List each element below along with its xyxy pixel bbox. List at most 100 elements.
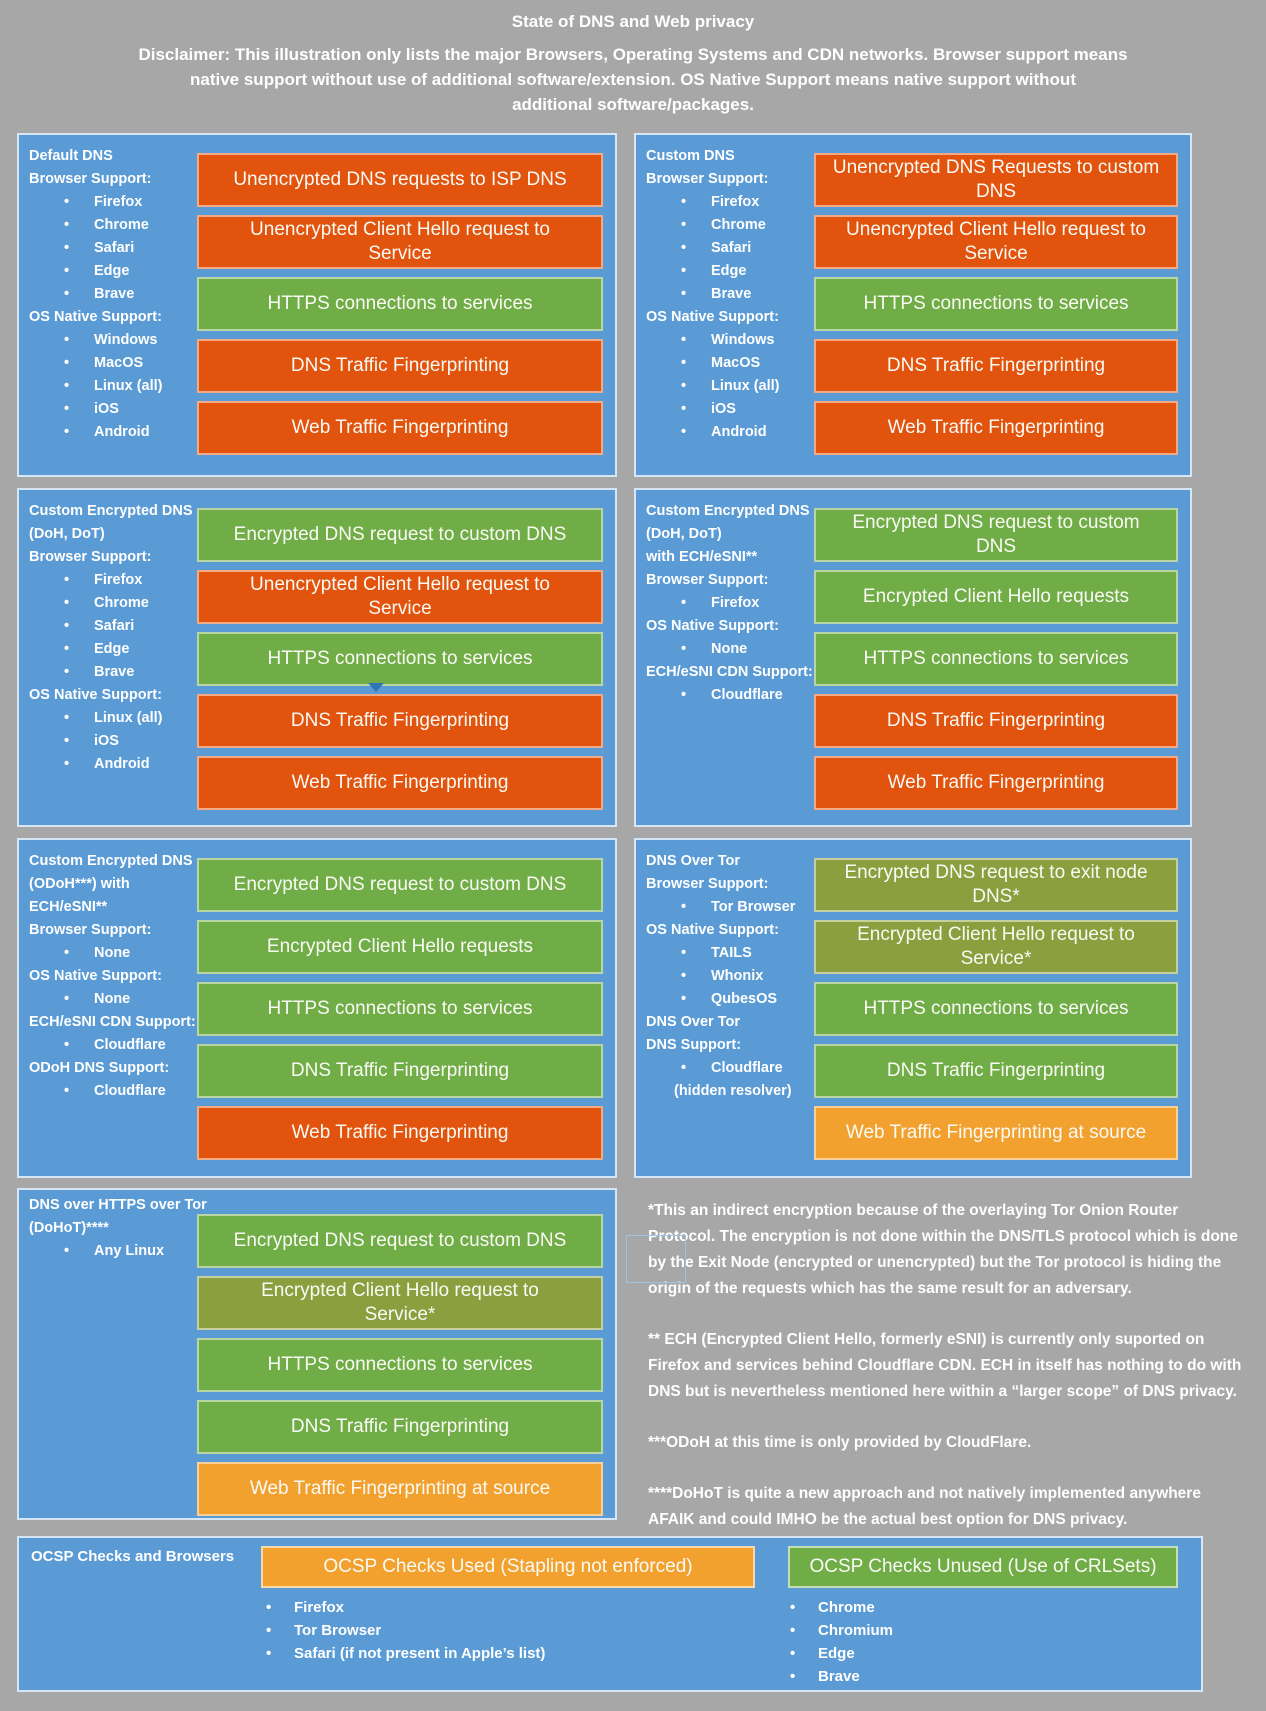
- status-bar-green: Encrypted DNS request to custom DNS: [197, 1214, 603, 1268]
- status-bar-red: Unencrypted DNS Requests to custom DNS: [814, 153, 1178, 207]
- panel-title: Custom Encrypted DNS: [646, 503, 810, 519]
- list-item: • Safari: [646, 237, 818, 260]
- panel-title: Custom Encrypted DNS: [29, 503, 193, 519]
- arrow-artifact-icon: [368, 683, 384, 692]
- bullet-icon: •: [681, 240, 687, 256]
- bar-label: Unencrypted Client Hello request to Serv…: [250, 219, 550, 264]
- bullet-icon: •: [681, 332, 687, 348]
- list-item: • Chrome: [790, 1596, 893, 1619]
- bullet-icon: •: [681, 687, 687, 703]
- panel-left-column: Custom DNS Browser Support: • Firefox • Chrom…: [646, 145, 818, 444]
- list-item: • Brave: [646, 283, 818, 306]
- list-item-label: Tor Browser: [294, 1622, 382, 1639]
- status-bar-green: DNS Traffic Fingerprinting: [197, 1044, 603, 1098]
- bars-column: Encrypted DNS request to exit node DNS* E…: [814, 858, 1178, 1160]
- list-item: • Firefox: [29, 191, 201, 214]
- list-item-label: iOS: [94, 401, 119, 417]
- list-item: • Safari: [29, 237, 201, 260]
- panel-left-column: Custom Encrypted DNS (DoH, DoT) with ECH/e…: [646, 500, 818, 707]
- panel-dns-over-https-over-tor: DNS over HTTPS over Tor (DoHoT)**** • Any L…: [17, 1188, 617, 1520]
- bar-label: Encrypted DNS request to exit node DNS*: [844, 862, 1148, 907]
- list-item: • Edge: [790, 1642, 893, 1665]
- bar-label: DNS Traffic Fingerprinting: [886, 1060, 1106, 1081]
- panel-left-column: DNS over HTTPS over Tor (DoHoT)**** • Any L…: [29, 1194, 207, 1263]
- list-item-label: Chrome: [94, 595, 149, 611]
- status-bar-green: HTTPS connections to services: [814, 632, 1178, 686]
- bar-label: Web Traffic Fingerprinting: [887, 772, 1105, 793]
- status-bar-green: HTTPS connections to services: [197, 632, 603, 686]
- list-item-label: iOS: [94, 733, 119, 749]
- status-bar-red: Unencrypted Client Hello request to Serv…: [197, 215, 603, 269]
- bar-label: DNS Traffic Fingerprinting: [290, 1060, 510, 1081]
- bar-label: Web Traffic Fingerprinting: [291, 1122, 509, 1143]
- bullet-icon: •: [64, 240, 70, 256]
- list-item: • None: [646, 638, 818, 661]
- bar-label: Encrypted Client Hello requests: [862, 586, 1130, 607]
- bullet-icon: •: [64, 401, 70, 417]
- bar-label: Encrypted DNS request to custom DNS: [852, 512, 1140, 557]
- list-item-label: Android: [94, 756, 150, 772]
- bullet-icon: •: [64, 664, 70, 680]
- list-item: • TAILS: [646, 942, 818, 965]
- panel-title: ECH/eSNI**: [29, 899, 108, 915]
- list-item-label: Chrome: [711, 217, 766, 233]
- support-label: OS Native Support:: [646, 922, 779, 938]
- status-bar-green: Encrypted DNS request to custom DNS: [197, 858, 603, 912]
- panel-left-column: Custom Encrypted DNS (DoH, DoT) Browser Su…: [29, 500, 201, 776]
- status-bar-red: DNS Traffic Fingerprinting: [814, 339, 1178, 393]
- bullet-icon: •: [681, 641, 687, 657]
- list-item-label: Firefox: [94, 194, 143, 210]
- list-item-label: Any Linux: [94, 1243, 165, 1259]
- bullet-icon: •: [64, 424, 70, 440]
- list-item-label: Brave: [818, 1668, 860, 1685]
- ocsp-unused-bar: OCSP Checks Unused (Use of CRLSets): [788, 1546, 1178, 1588]
- bullet-icon: •: [681, 355, 687, 371]
- list-item-label: Chromium: [818, 1622, 893, 1639]
- list-item: • None: [29, 942, 201, 965]
- list-item-label: Edge: [711, 263, 747, 279]
- panel-left-column: Custom Encrypted DNS (ODoH***) with ECH/eS…: [29, 850, 201, 1103]
- panel-title: (ODoH***) with: [29, 876, 130, 892]
- bullet-icon: •: [266, 1599, 272, 1616]
- page-title: State of DNS and Web privacy: [511, 12, 755, 31]
- list-item: • Windows: [29, 329, 201, 352]
- panel-title: Custom Encrypted DNS: [29, 853, 193, 869]
- panel-custom-encrypted-dns-doh-dot: Custom Encrypted DNS (DoH, DoT) Browser Su…: [17, 488, 617, 827]
- status-bar-green: Encrypted Client Hello requests: [197, 920, 603, 974]
- bar-label: HTTPS connections to services: [863, 998, 1129, 1019]
- list-item-label: QubesOS: [711, 991, 778, 1007]
- status-bar-red: Unencrypted Client Hello request to Serv…: [814, 215, 1178, 269]
- bars-column: Encrypted DNS request to custom DNS Encry…: [197, 858, 603, 1160]
- status-bar-red: Web Traffic Fingerprinting: [814, 756, 1178, 810]
- status-bar-green: HTTPS connections to services: [197, 1338, 603, 1392]
- list-item: • Edge: [29, 638, 201, 661]
- bullet-icon: •: [790, 1668, 796, 1685]
- status-bar-amber: Web Traffic Fingerprinting at source: [197, 1462, 603, 1516]
- list-item-label: Tor Browser: [711, 899, 796, 915]
- status-bar-red: Web Traffic Fingerprinting: [197, 1106, 603, 1160]
- list-item: • Chrome: [646, 214, 818, 237]
- list-item: • Android: [29, 753, 201, 776]
- list-item: • Edge: [29, 260, 201, 283]
- list-item: • Any Linux: [29, 1240, 201, 1263]
- bullet-icon: •: [681, 263, 687, 279]
- bars-column: Unencrypted DNS requests to ISP DNS Unenc…: [197, 153, 603, 455]
- status-bar-green: DNS Traffic Fingerprinting: [814, 1044, 1178, 1098]
- bullet-icon: •: [790, 1622, 796, 1639]
- list-item: • Brave: [790, 1665, 893, 1688]
- list-item: • Android: [646, 421, 818, 444]
- status-bar-amber: Web Traffic Fingerprinting at source: [814, 1106, 1178, 1160]
- status-bar-olive: Encrypted DNS request to exit node DNS*: [814, 858, 1178, 912]
- bullet-icon: •: [64, 618, 70, 634]
- bar-label: HTTPS connections to services: [863, 648, 1129, 669]
- bullet-icon: •: [64, 1037, 70, 1053]
- status-bar-green: Encrypted DNS request to custom DNS: [814, 508, 1178, 562]
- list-item-label: Firefox: [94, 572, 143, 588]
- bullet-icon: •: [64, 263, 70, 279]
- list-item-label: Chrome: [94, 217, 149, 233]
- list-item-label: Cloudflare: [94, 1083, 166, 1099]
- list-item-label: Windows: [711, 332, 775, 348]
- bullet-icon: •: [64, 991, 70, 1007]
- bar-label: DNS Traffic Fingerprinting: [886, 355, 1106, 376]
